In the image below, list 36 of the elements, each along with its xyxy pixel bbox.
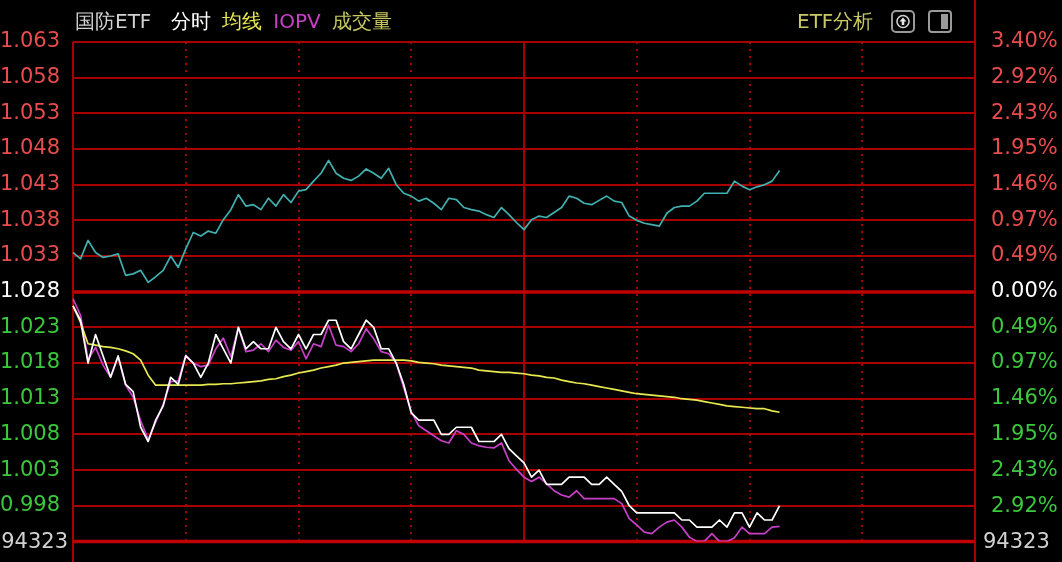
y2-tick-label: 0.97% <box>991 206 1058 231</box>
y2-tick-label: 1.95% <box>991 134 1058 159</box>
y-tick-label: 1.033 <box>0 242 60 267</box>
text: 94323 <box>1 528 68 553</box>
text: ETF分析 <box>797 7 874 35</box>
y2-tick-label: 1.46% <box>991 385 1058 410</box>
y-tick-label: 1.048 <box>0 135 60 160</box>
text: 均线 <box>222 7 263 35</box>
y-tick-label: 1.053 <box>0 99 60 124</box>
y-tick-label: 1.058 <box>0 64 60 89</box>
y2-tick-label: 2.43% <box>991 99 1058 124</box>
y2-tick-label: 1.46% <box>991 170 1058 195</box>
y2-tick-label: 0.97% <box>991 349 1058 374</box>
y-tick-label: 1.043 <box>0 171 60 196</box>
y2-tick-label: 0.49% <box>991 314 1058 339</box>
chart-title: 国防ETF <box>75 7 152 35</box>
y-tick-label: 1.013 <box>0 385 60 410</box>
y2-tick-label: 0.49% <box>991 242 1058 267</box>
text: 94323 <box>983 528 1050 553</box>
text: 分时 <box>171 7 212 35</box>
y2-tick-label: 2.43% <box>991 456 1058 481</box>
y2-tick-label: 2.92% <box>991 63 1058 88</box>
y-tick-label: 1.028 <box>0 278 60 303</box>
y-tick-label: 1.003 <box>0 456 60 481</box>
legend-label: 成交量 <box>331 7 392 35</box>
y2-tick-label: 3.40% <box>991 28 1058 53</box>
y2-tick-label: 0.00% <box>991 278 1058 303</box>
y-tick-label: 1.023 <box>0 313 60 338</box>
y2-tick-label: 2.92% <box>991 492 1058 517</box>
y-tick-label: 1.008 <box>0 420 60 445</box>
y-tick-label: 1.038 <box>0 206 60 231</box>
y-tick-label: 0.998 <box>0 492 60 517</box>
y-tick-label: 1.018 <box>0 349 60 374</box>
y2-tick-label: 1.95% <box>991 421 1058 446</box>
text: IOPV <box>273 9 321 33</box>
y-tick-label: 1.063 <box>0 28 60 53</box>
